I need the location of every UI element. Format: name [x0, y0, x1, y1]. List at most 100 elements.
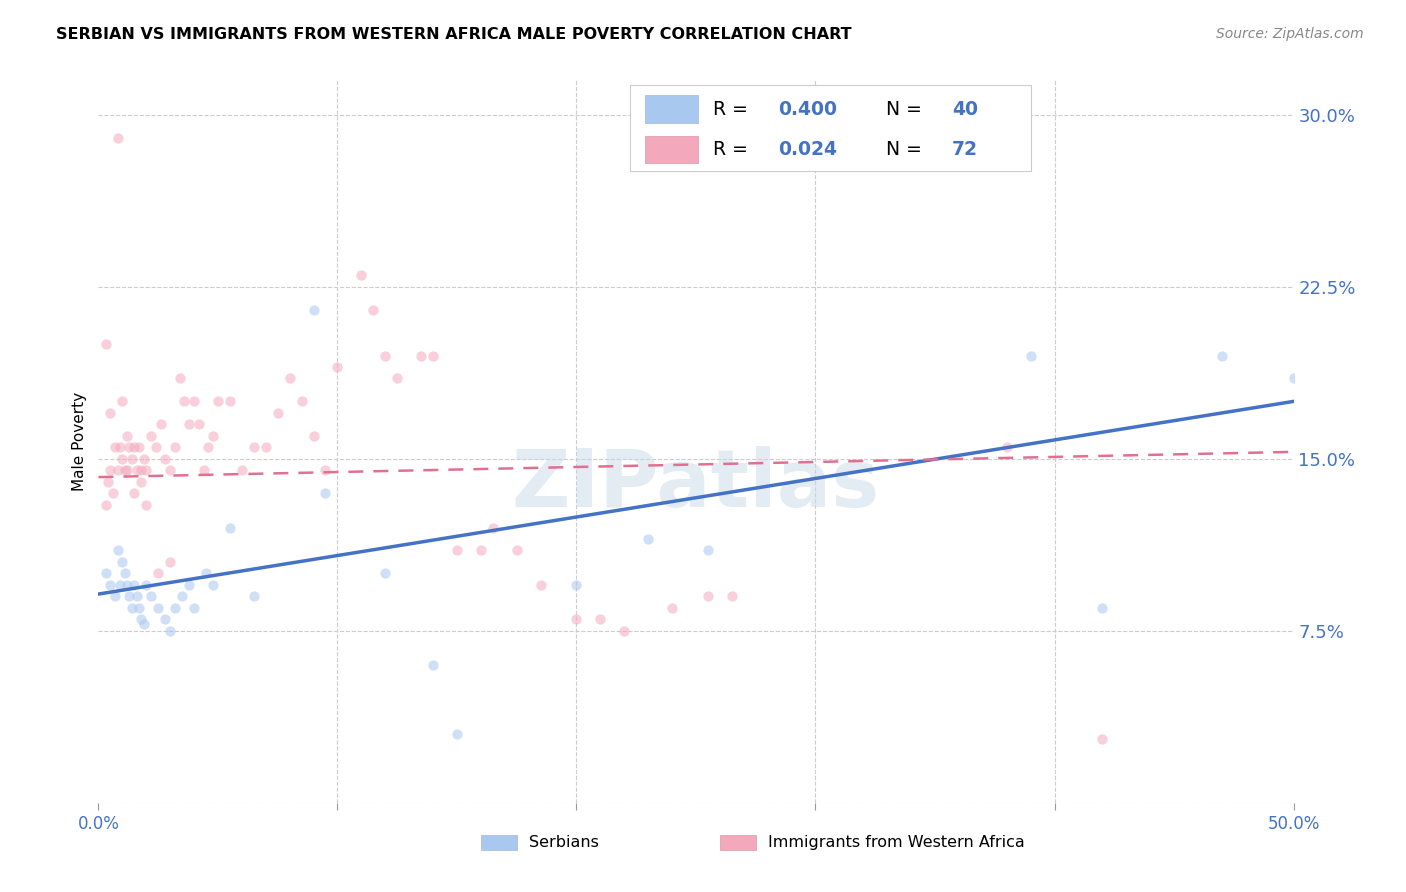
- Point: [128, 440, 150, 454]
- Point: [104, 440, 127, 454]
- Point: [121, 600, 143, 615]
- Point: [422, 349, 444, 363]
- Point: [202, 429, 225, 443]
- Point: [446, 727, 468, 741]
- FancyBboxPatch shape: [644, 136, 699, 163]
- Point: [183, 600, 205, 615]
- Text: 72: 72: [952, 140, 977, 159]
- Point: [125, 590, 148, 604]
- Point: [131, 475, 153, 489]
- Point: [721, 590, 744, 604]
- Point: [115, 429, 138, 443]
- Point: [135, 498, 157, 512]
- Point: [565, 612, 588, 626]
- Point: [148, 566, 170, 581]
- Point: [148, 600, 170, 615]
- Text: SERBIAN VS IMMIGRANTS FROM WESTERN AFRICA MALE POVERTY CORRELATION CHART: SERBIAN VS IMMIGRANTS FROM WESTERN AFRIC…: [56, 27, 852, 42]
- Point: [124, 486, 146, 500]
- Point: [506, 543, 529, 558]
- Point: [302, 429, 325, 443]
- Text: 40: 40: [952, 100, 977, 119]
- Point: [995, 440, 1018, 454]
- FancyBboxPatch shape: [720, 835, 756, 850]
- Point: [114, 463, 136, 477]
- Text: N =: N =: [886, 140, 928, 159]
- Point: [315, 486, 337, 500]
- FancyBboxPatch shape: [481, 835, 517, 850]
- Point: [107, 130, 129, 145]
- Point: [159, 624, 181, 638]
- Point: [267, 406, 290, 420]
- Point: [118, 590, 141, 604]
- Point: [172, 590, 194, 604]
- Point: [149, 417, 172, 432]
- Text: N =: N =: [886, 100, 928, 119]
- Point: [187, 417, 209, 432]
- Point: [411, 349, 433, 363]
- Text: Immigrants from Western Africa: Immigrants from Western Africa: [768, 835, 1025, 850]
- Point: [159, 555, 181, 569]
- Point: [254, 440, 277, 454]
- Point: [193, 463, 215, 477]
- Point: [697, 543, 720, 558]
- Point: [97, 475, 120, 489]
- Point: [202, 578, 225, 592]
- Point: [124, 578, 146, 592]
- Text: Serbians: Serbians: [529, 835, 599, 850]
- Point: [589, 612, 612, 626]
- Point: [179, 578, 201, 592]
- Point: [243, 590, 266, 604]
- Point: [1091, 600, 1114, 615]
- Point: [1282, 371, 1305, 385]
- Point: [132, 616, 155, 631]
- Point: [159, 463, 181, 477]
- Point: [1211, 349, 1233, 363]
- Point: [613, 624, 636, 638]
- Text: 0.400: 0.400: [779, 100, 838, 119]
- Point: [135, 463, 157, 477]
- Y-axis label: Male Poverty: Male Poverty: [72, 392, 87, 491]
- Point: [155, 451, 177, 466]
- Point: [565, 578, 588, 592]
- FancyBboxPatch shape: [630, 86, 1031, 170]
- Point: [697, 590, 720, 604]
- Point: [139, 590, 162, 604]
- Point: [163, 440, 186, 454]
- Text: R =: R =: [713, 100, 754, 119]
- Point: [219, 520, 242, 534]
- Point: [114, 566, 136, 581]
- Point: [115, 578, 138, 592]
- Point: [385, 371, 409, 385]
- Point: [107, 543, 129, 558]
- Point: [104, 590, 127, 604]
- Point: [98, 578, 122, 592]
- Point: [374, 566, 396, 581]
- Point: [132, 451, 155, 466]
- Point: [350, 268, 373, 283]
- Point: [231, 463, 253, 477]
- Point: [108, 578, 131, 592]
- FancyBboxPatch shape: [644, 95, 699, 123]
- Text: Source: ZipAtlas.com: Source: ZipAtlas.com: [1216, 27, 1364, 41]
- Point: [121, 451, 143, 466]
- Point: [169, 371, 191, 385]
- Point: [139, 429, 162, 443]
- Point: [374, 349, 396, 363]
- Point: [315, 463, 337, 477]
- Point: [363, 302, 385, 317]
- Point: [111, 451, 134, 466]
- Point: [131, 612, 153, 626]
- Point: [94, 337, 117, 351]
- Point: [163, 600, 186, 615]
- Point: [118, 440, 141, 454]
- Point: [94, 566, 117, 581]
- Point: [101, 486, 124, 500]
- Point: [207, 394, 229, 409]
- Point: [94, 498, 117, 512]
- Text: 0.024: 0.024: [779, 140, 838, 159]
- Point: [422, 658, 444, 673]
- Point: [111, 394, 134, 409]
- Point: [179, 417, 201, 432]
- Point: [128, 600, 150, 615]
- Point: [125, 463, 148, 477]
